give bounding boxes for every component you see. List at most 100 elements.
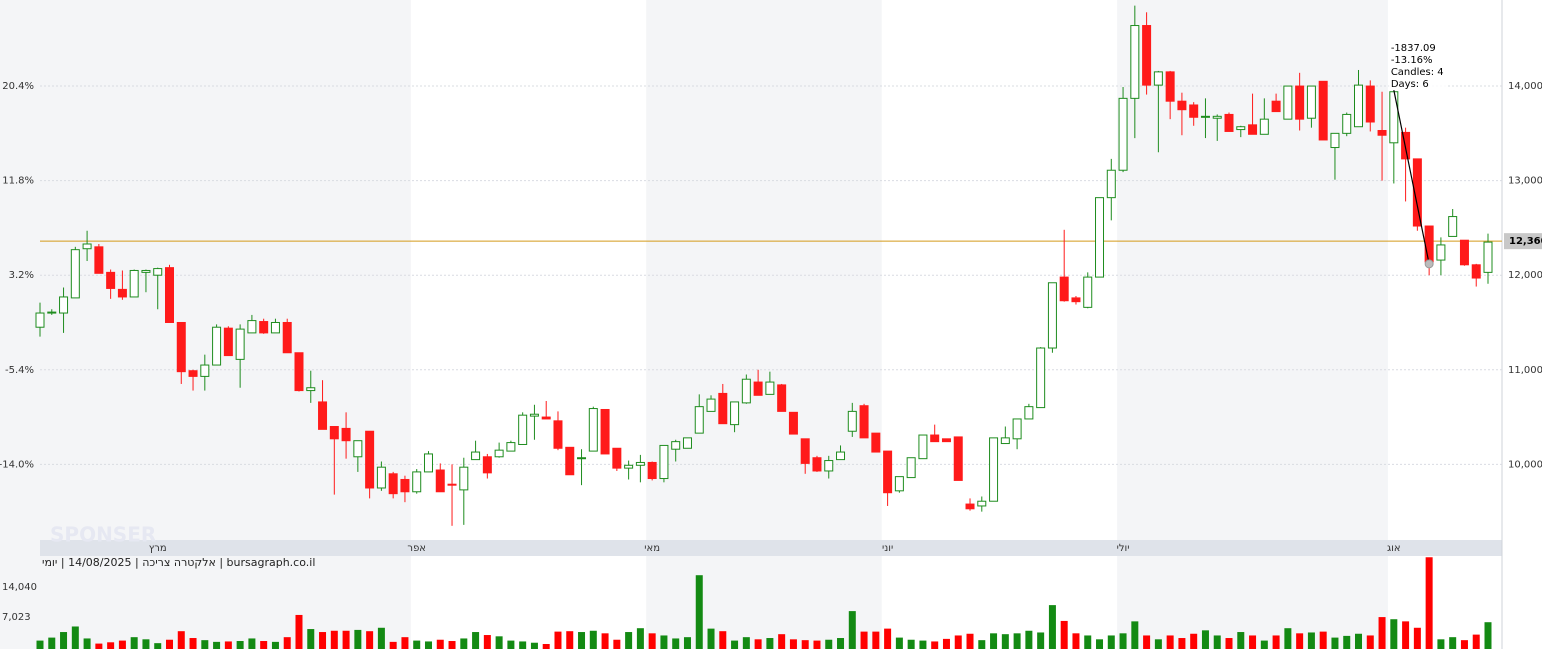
candle-body xyxy=(223,327,233,357)
tooltip-line: -1837.09 xyxy=(1391,43,1436,54)
volume-bar xyxy=(448,641,456,649)
candle-body xyxy=(1436,244,1446,261)
candle-body xyxy=(824,460,834,472)
volume-bar xyxy=(260,641,268,649)
candle-body xyxy=(94,246,104,274)
volume-bar xyxy=(107,642,115,649)
candle-body xyxy=(883,450,893,494)
volume-bar xyxy=(460,638,468,649)
candle-body xyxy=(459,466,469,491)
candle-body xyxy=(682,437,692,449)
watermark: SPONSER xyxy=(50,523,156,547)
candle-body xyxy=(1236,126,1246,131)
candle-body xyxy=(1483,241,1493,273)
volume-bar xyxy=(625,632,633,649)
y2-tick-label: 20.4% xyxy=(2,81,34,92)
candle-body xyxy=(247,320,257,334)
tooltip-box xyxy=(1388,42,1447,90)
candle-body xyxy=(1365,85,1375,123)
y2-tick-label: -5.4% xyxy=(5,365,34,376)
volume-bar xyxy=(1319,631,1327,649)
x-tick-label: יוני xyxy=(882,543,893,554)
candle-body xyxy=(1224,113,1234,132)
volume-bar xyxy=(1343,635,1351,649)
volume-bar xyxy=(1413,627,1421,649)
volume-bar xyxy=(966,633,974,649)
tooltip-line: Candles: 4 xyxy=(1391,67,1444,78)
candle-body xyxy=(753,381,763,396)
candle-body xyxy=(59,296,69,314)
candle-body xyxy=(1330,132,1340,149)
hline-label: 12,360 xyxy=(1509,236,1542,247)
candle-body xyxy=(1271,100,1281,113)
volume-bar xyxy=(248,638,256,649)
volume-bar xyxy=(236,641,244,649)
volume-bar xyxy=(731,640,739,649)
volume-bar xyxy=(1237,632,1245,649)
volume-bar xyxy=(83,638,91,649)
candle-body xyxy=(1142,25,1152,86)
x-tick-label: מאי xyxy=(644,543,660,554)
volume-bar xyxy=(1296,633,1304,649)
y-tick-label: 11,000 xyxy=(1508,365,1542,376)
candle-body xyxy=(718,392,728,425)
volume-bar xyxy=(507,640,515,649)
candle-body xyxy=(1189,104,1199,118)
candle-body xyxy=(777,384,787,412)
volume-bar xyxy=(224,641,232,649)
y2-tick-label: 3.2% xyxy=(9,270,34,281)
candle-body xyxy=(836,451,846,461)
volume-bar xyxy=(1190,633,1198,649)
volume-bar xyxy=(1260,640,1268,649)
volume-bar xyxy=(1449,637,1457,649)
candle-body xyxy=(941,438,951,443)
candle-body xyxy=(1130,25,1140,99)
candle-body xyxy=(930,434,940,443)
candle-body xyxy=(1412,158,1422,227)
volume-bar xyxy=(366,631,374,649)
volume-bar xyxy=(1366,635,1374,649)
candle-body xyxy=(353,440,363,458)
x-tick-label: מרץ xyxy=(149,543,167,554)
y-tick-label: 7,023 xyxy=(2,612,31,623)
volume-bar xyxy=(319,632,327,649)
candle-body xyxy=(164,267,174,323)
candle-body xyxy=(435,469,445,493)
candle-body xyxy=(565,446,575,476)
volume-bar xyxy=(1013,633,1021,649)
candle-body xyxy=(200,364,210,377)
volume-bar xyxy=(1166,635,1174,649)
hline-label-box xyxy=(1504,233,1542,250)
candle-body xyxy=(989,437,999,502)
volume-bar xyxy=(742,637,750,649)
volume-bar xyxy=(1213,635,1221,649)
volume-bar xyxy=(636,628,644,649)
candle-body xyxy=(35,312,45,328)
volume-bar xyxy=(1048,605,1056,649)
volume-bar xyxy=(919,640,927,649)
volume-bar xyxy=(813,640,821,649)
candle-body xyxy=(1448,216,1458,237)
volume-bar xyxy=(295,614,303,649)
candle-body xyxy=(400,478,410,493)
volume-bar xyxy=(601,633,609,649)
volume-bar xyxy=(495,636,503,649)
volume-bar xyxy=(1355,633,1363,649)
volume-bar xyxy=(954,635,962,649)
volume-bar xyxy=(695,575,703,649)
candle-body xyxy=(447,483,457,486)
volume-bar xyxy=(1249,635,1257,649)
volume-bar xyxy=(1460,640,1468,649)
volume-bar xyxy=(424,641,432,649)
candle-body xyxy=(1083,276,1093,308)
candle-body xyxy=(282,321,292,354)
candle-body xyxy=(1000,437,1010,445)
volume-bar xyxy=(130,637,138,649)
candle-body xyxy=(812,457,822,472)
tooltip-line: Days: 6 xyxy=(1391,79,1429,90)
candle-body xyxy=(106,271,116,289)
candle-body xyxy=(471,451,481,461)
volume-bar xyxy=(1284,628,1292,649)
candle-body xyxy=(577,457,587,460)
